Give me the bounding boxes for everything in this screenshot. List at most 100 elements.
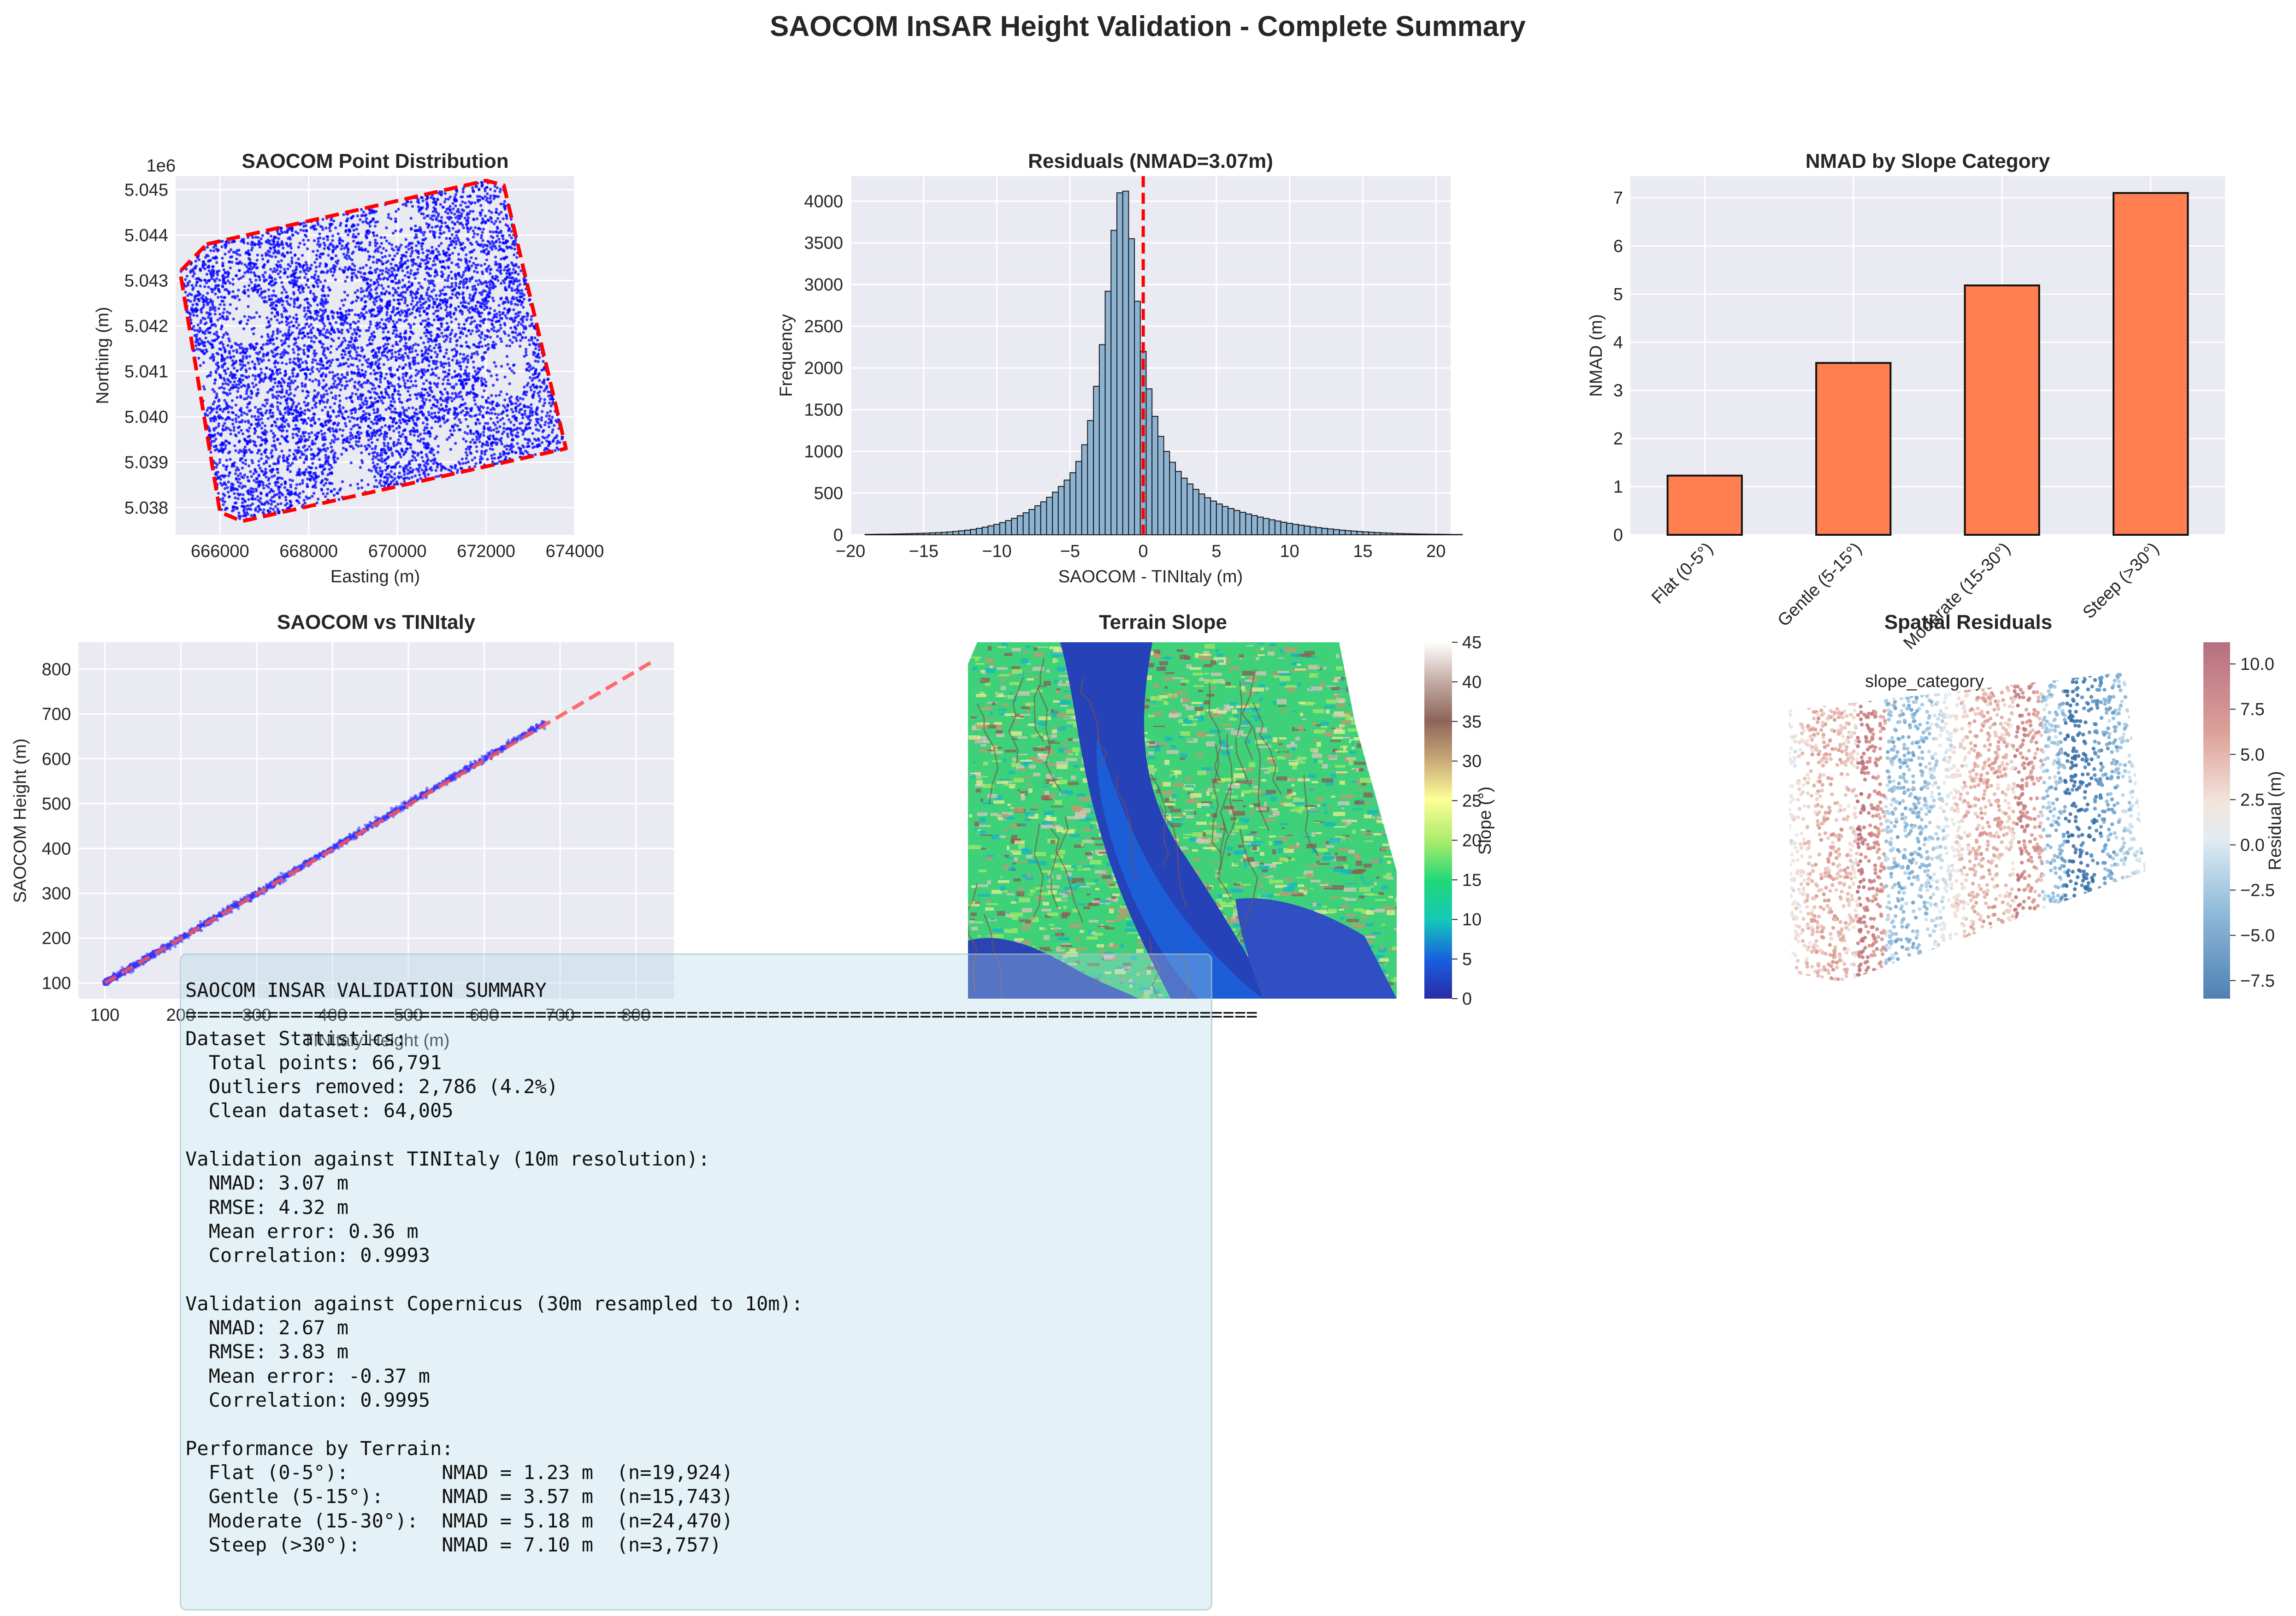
data-point [496, 234, 499, 238]
data-point [542, 404, 545, 407]
data-point [489, 243, 492, 246]
data-point [279, 353, 283, 356]
data-point [311, 361, 314, 364]
data-point [397, 378, 401, 381]
data-point [361, 363, 364, 367]
data-point [316, 303, 319, 307]
data-point [360, 486, 364, 490]
data-point [445, 237, 448, 240]
data-point [198, 348, 201, 351]
data-point [449, 237, 452, 240]
data-point [478, 334, 481, 337]
data-point [392, 298, 396, 302]
data-point [354, 392, 358, 396]
data-point [444, 308, 448, 312]
data-point [323, 393, 326, 397]
data-point [286, 267, 289, 271]
data-point [246, 475, 249, 479]
data-point [428, 435, 432, 438]
data-point [311, 462, 314, 465]
data-point [267, 456, 270, 460]
data-point [437, 214, 440, 218]
data-point [325, 264, 328, 267]
data-point [229, 255, 232, 259]
data-point [491, 441, 495, 444]
data-point [288, 454, 291, 457]
data-point [376, 452, 379, 455]
data-point [509, 444, 513, 448]
data-point [468, 195, 472, 198]
data-point [310, 431, 313, 434]
data-point [425, 417, 429, 421]
data-point [199, 329, 202, 332]
data-point [424, 319, 427, 322]
data-point [479, 320, 483, 323]
data-point [362, 210, 365, 213]
data-point [303, 352, 306, 356]
data-point [271, 370, 274, 373]
data-point [243, 411, 246, 415]
data-point [537, 372, 541, 375]
data-point [283, 459, 286, 462]
data-point [276, 417, 279, 421]
data-point [548, 425, 551, 428]
data-point [297, 323, 301, 327]
data-point [443, 252, 447, 255]
data-point [227, 474, 230, 478]
data-point [346, 294, 349, 297]
data-point [425, 334, 428, 337]
data-point [253, 441, 257, 444]
data-point [316, 367, 319, 371]
data-point [309, 419, 313, 422]
data-point [422, 382, 425, 385]
data-point [271, 393, 274, 397]
data-point [222, 441, 225, 444]
data-point [319, 402, 322, 405]
data-point [293, 305, 296, 308]
data-point [367, 258, 371, 261]
data-point [416, 271, 419, 274]
data-point [500, 365, 503, 368]
data-point [247, 498, 250, 501]
data-point [557, 418, 560, 421]
data-point [352, 408, 355, 411]
data-point [522, 325, 525, 328]
data-point [384, 377, 387, 380]
data-point [332, 382, 336, 385]
data-point [390, 384, 394, 387]
data-point [348, 396, 352, 399]
data-point [296, 449, 299, 452]
data-point [297, 358, 300, 361]
data-point [384, 388, 387, 391]
data-point [331, 358, 334, 362]
data-point [222, 317, 225, 320]
data-point [196, 323, 200, 326]
data-point [231, 278, 235, 281]
data-point [192, 314, 195, 317]
data-point [438, 419, 442, 422]
data-point [356, 328, 359, 331]
data-point [404, 363, 407, 367]
data-point [376, 371, 379, 375]
data-point [322, 242, 326, 245]
data-point [392, 329, 396, 332]
data-point [270, 456, 273, 459]
data-point [307, 286, 310, 289]
data-point [440, 468, 443, 472]
data-point [386, 343, 390, 346]
data-point [371, 387, 374, 391]
data-point [209, 374, 212, 377]
data-point [422, 341, 425, 344]
data-point [533, 445, 537, 449]
data-point [265, 409, 268, 413]
data-point [274, 348, 278, 351]
data-point [350, 278, 354, 282]
data-point [462, 278, 466, 282]
data-point [446, 391, 449, 394]
data-point [266, 316, 269, 320]
data-point [456, 237, 460, 240]
data-point [403, 384, 407, 388]
data-point [233, 492, 236, 495]
data-point [406, 472, 409, 475]
data-point [409, 446, 413, 450]
